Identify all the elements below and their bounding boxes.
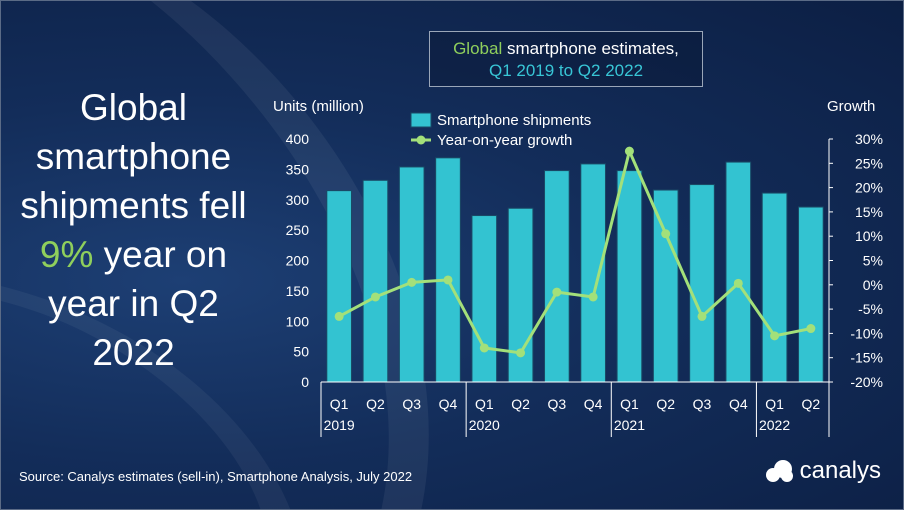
legend-swatch-marker <box>416 135 426 145</box>
bar <box>580 163 606 383</box>
y2-tick-label: 30% <box>855 131 883 147</box>
bar <box>761 192 788 383</box>
y-tick-label: 300 <box>286 192 310 208</box>
y-tick-label: 250 <box>286 222 310 238</box>
x-tick-label: Q2 <box>802 396 821 412</box>
growth-point <box>806 324 816 334</box>
bar <box>398 166 425 383</box>
y2-tick-label: -20% <box>850 374 883 390</box>
growth-point <box>479 343 489 353</box>
bar <box>544 170 570 383</box>
growth-line <box>338 146 812 355</box>
x-tick-label: Q1 <box>620 396 639 412</box>
y2-tick-label: 15% <box>855 204 883 220</box>
growth-point <box>370 292 380 302</box>
growth-point <box>443 275 453 285</box>
growth-point <box>552 287 562 297</box>
y2-tick-label: 25% <box>855 155 883 171</box>
x-tick-label: Q2 <box>656 396 675 412</box>
bar <box>652 189 679 383</box>
y-tick-label: 50 <box>293 344 309 360</box>
x-year-label: 2020 <box>469 417 500 433</box>
bar <box>435 157 461 383</box>
y-tick-label: 350 <box>286 161 310 177</box>
growth-point <box>661 229 671 239</box>
source-note: Source: Canalys estimates (sell-in), Sma… <box>19 469 413 484</box>
x-tick-label: Q2 <box>366 396 385 412</box>
bar <box>362 179 389 383</box>
bar <box>616 170 643 383</box>
x-tick-label: Q1 <box>765 396 784 412</box>
headline: Global smartphone shipments fell 9% year… <box>11 83 256 377</box>
x-year-label: 2021 <box>614 417 645 433</box>
bar <box>798 206 824 383</box>
y-tick-label: 200 <box>286 253 310 269</box>
y2-tick-label: 5% <box>863 253 883 269</box>
y2-tick-label: 10% <box>855 228 883 244</box>
growth-point <box>516 348 526 358</box>
x-tick-label: Q1 <box>475 396 494 412</box>
growth-point <box>733 278 743 288</box>
canalys-logo-icon <box>765 460 793 482</box>
headline-percent: 9% <box>39 234 94 275</box>
x-year-label: 2022 <box>759 417 790 433</box>
bar <box>689 184 715 383</box>
x-tick-label: Q4 <box>439 396 458 412</box>
y2-tick-label: 0% <box>863 277 883 293</box>
y-tick-label: 100 <box>286 313 310 329</box>
growth-point <box>407 277 417 287</box>
brand-name: canalys <box>799 457 881 484</box>
x-year-label: 2019 <box>324 417 355 433</box>
chart-title-accent: Global <box>453 39 503 58</box>
y-tick-label: 400 <box>286 131 310 147</box>
headline-text-1: Global smartphone shipments fell <box>20 87 247 226</box>
bar <box>471 215 498 383</box>
y-tick-label: 0 <box>301 374 309 390</box>
growth-point <box>588 292 598 302</box>
bar <box>725 161 752 383</box>
y-tick-label: 150 <box>286 283 310 299</box>
chart-title-rest: smartphone estimates, <box>502 39 679 58</box>
y2-axis-label: Growth <box>827 98 875 115</box>
y-axis-label: Units (million) <box>273 98 364 115</box>
headline-text-2: year on year in Q2 2022 <box>48 234 228 373</box>
growth-point <box>770 331 780 341</box>
x-tick-label: Q2 <box>511 396 530 412</box>
brand: canalys <box>764 457 881 485</box>
legend-swatch-bar <box>410 112 432 128</box>
legend-label-line: Year-on-year growth <box>437 132 572 149</box>
chart-title-line-2: Q1 2019 to Q2 2022 <box>488 61 644 80</box>
growth-point <box>334 311 344 321</box>
growth-point <box>697 311 707 321</box>
growth-point <box>624 146 634 156</box>
x-tick-label: Q1 <box>330 396 349 412</box>
bar <box>326 190 352 383</box>
x-tick-label: Q3 <box>548 396 567 412</box>
chart-title-line-1: Global smartphone estimates, <box>430 38 702 60</box>
x-tick-label: Q4 <box>584 396 603 412</box>
y2-tick-label: -10% <box>850 325 883 341</box>
legend-label-bar: Smartphone shipments <box>437 112 591 129</box>
x-tick-label: Q3 <box>402 396 421 412</box>
y2-tick-label: 20% <box>855 180 883 196</box>
chart-title-box: Global smartphone estimates, Q1 2019 to … <box>429 31 703 87</box>
x-tick-label: Q3 <box>693 396 712 412</box>
y2-tick-label: -15% <box>850 350 883 366</box>
y2-tick-label: -5% <box>858 301 883 317</box>
x-tick-label: Q4 <box>729 396 748 412</box>
